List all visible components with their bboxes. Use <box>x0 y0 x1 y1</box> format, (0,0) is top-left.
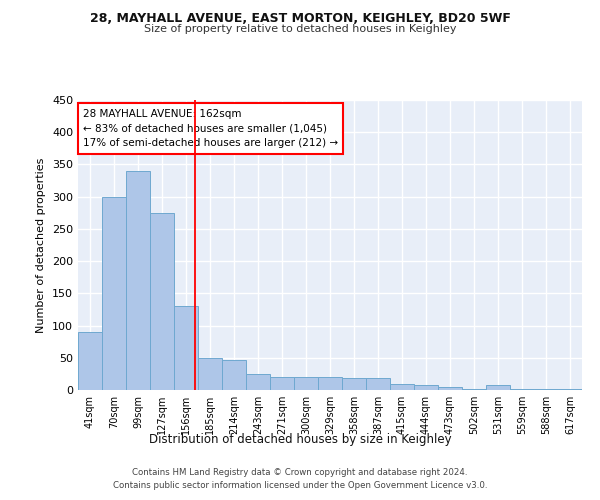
Y-axis label: Number of detached properties: Number of detached properties <box>37 158 46 332</box>
Bar <box>438 387 462 390</box>
Bar <box>510 388 534 390</box>
Bar <box>102 196 126 390</box>
Bar <box>318 377 342 390</box>
Bar <box>198 358 222 390</box>
Text: 28 MAYHALL AVENUE: 162sqm
← 83% of detached houses are smaller (1,045)
17% of se: 28 MAYHALL AVENUE: 162sqm ← 83% of detac… <box>83 108 338 148</box>
Bar <box>246 374 270 390</box>
Bar <box>462 388 486 390</box>
Bar <box>126 171 150 390</box>
Text: Size of property relative to detached houses in Keighley: Size of property relative to detached ho… <box>144 24 456 34</box>
Bar <box>342 378 366 390</box>
Bar <box>390 384 414 390</box>
Bar <box>78 332 102 390</box>
Bar <box>534 388 558 390</box>
Bar <box>174 306 198 390</box>
Text: Contains HM Land Registry data © Crown copyright and database right 2024.
Contai: Contains HM Land Registry data © Crown c… <box>113 468 487 490</box>
Bar <box>558 388 582 390</box>
Bar <box>270 377 294 390</box>
Bar <box>366 378 390 390</box>
Text: 28, MAYHALL AVENUE, EAST MORTON, KEIGHLEY, BD20 5WF: 28, MAYHALL AVENUE, EAST MORTON, KEIGHLE… <box>89 12 511 26</box>
Bar <box>294 377 318 390</box>
Bar <box>150 213 174 390</box>
Bar <box>222 360 246 390</box>
Bar <box>414 385 438 390</box>
Text: Distribution of detached houses by size in Keighley: Distribution of detached houses by size … <box>149 432 451 446</box>
Bar <box>486 385 510 390</box>
